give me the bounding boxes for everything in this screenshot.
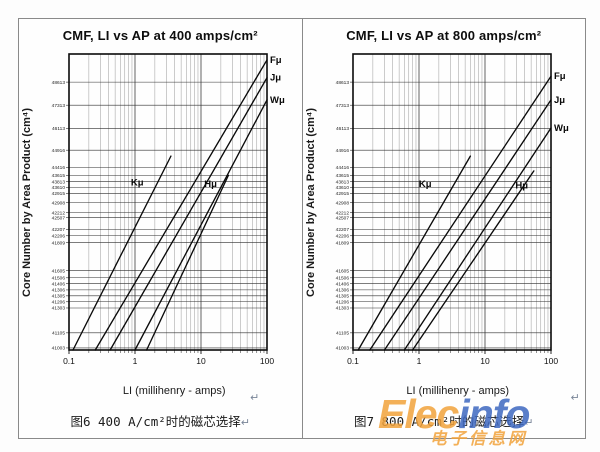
y-tick-label: 44916 xyxy=(335,148,349,154)
y-tick-label: 47313 xyxy=(52,103,66,109)
x-axis-ticks: 0.1 1 10 100 xyxy=(63,350,274,366)
paragraph-return-icon: ↵ xyxy=(524,416,533,429)
x-axis-label-800: LI (millihenry - amps) xyxy=(317,385,600,397)
y-tick-label: 41003 xyxy=(52,346,66,352)
y-tick-label: 41605 xyxy=(335,268,349,274)
y-tick-label: 43615 xyxy=(335,173,349,179)
y-tick-label: 41305 xyxy=(335,294,349,300)
y-tick-label: 41406 xyxy=(335,281,349,287)
x-axis-ticks: 0.1 1 10 100 xyxy=(347,350,558,366)
paragraph-return-icon: ↵ xyxy=(571,391,580,404)
y-tick-label: 41506 xyxy=(52,275,66,281)
y-tick-label: 41506 xyxy=(335,275,349,281)
x-axis-label-400: LI (millihenry - amps) xyxy=(33,385,316,397)
series-label-Wμ: Wμ xyxy=(270,95,285,106)
y-tick-label: 43813 xyxy=(52,179,66,185)
series-line-Hμ xyxy=(147,175,229,350)
y-tick-label: 46113 xyxy=(52,126,65,132)
y-tick-label: 44916 xyxy=(52,148,66,154)
y-tick-label: 41305 xyxy=(52,294,66,300)
series-label-Kμ: Kμ xyxy=(418,179,431,190)
y-tick-label: 42206 xyxy=(335,233,349,239)
x-tick-label: 100 xyxy=(260,356,274,366)
y-tick-label: 43615 xyxy=(52,173,66,179)
plot-border xyxy=(353,54,551,350)
document-frame: CMF, LI vs AP at 400 amps/cm² Core Numbe… xyxy=(18,18,586,439)
y-tick-label: 41306 xyxy=(335,288,349,294)
chart-panel-800: CMF, LI vs AP at 800 amps/cm² Core Numbe… xyxy=(302,19,586,438)
y-tick-label: 41003 xyxy=(335,346,349,352)
y-tick-label: 42207 xyxy=(52,227,66,233)
series-line-Wμ xyxy=(404,128,551,350)
y-tick-label: 41809 xyxy=(52,240,66,246)
y-axis-core-ticks: 48613 47313 46113 44916 44416 436154381343610… xyxy=(335,80,352,352)
x-tick-label: 1 xyxy=(416,356,421,366)
chart-panel-400: CMF, LI vs AP at 400 amps/cm² Core Numbe… xyxy=(19,19,302,438)
y-tick-label: 43610 xyxy=(52,185,66,191)
y-tick-label: 48613 xyxy=(52,80,66,86)
series-label-Kμ: Kμ xyxy=(131,178,144,189)
grid xyxy=(353,54,551,350)
y-axis-core-ticks: 48613 47313 46113 44916 44416 436154381343610… xyxy=(52,80,69,352)
series-label-Hμ: Hμ xyxy=(515,181,528,192)
x-tick-label: 0.1 xyxy=(63,356,75,366)
series-label-Fμ: Fμ xyxy=(270,55,282,66)
x-tick-label: 10 xyxy=(480,356,490,366)
series-line-Jμ xyxy=(110,78,267,350)
series-label-Hμ: Hμ xyxy=(204,179,217,190)
figure-caption-800: 图7 800 A/cm²时的磁芯选择↵ xyxy=(303,411,586,430)
y-tick-label: 43813 xyxy=(335,179,349,185)
y-tick-label: 41105 xyxy=(52,331,65,337)
y-tick-label: 44416 xyxy=(335,165,349,171)
y-tick-label: 42507 xyxy=(335,215,349,221)
y-tick-label: 42908 xyxy=(52,200,66,206)
series-line-Jμ xyxy=(384,100,551,350)
y-tick-label: 41406 xyxy=(52,281,66,287)
x-tick-label: 100 xyxy=(543,356,557,366)
y-tick-label: 41303 xyxy=(335,306,349,312)
series-line-Fμ xyxy=(369,76,550,350)
series-label-Jμ: Jμ xyxy=(554,95,565,106)
chart-plot-800: 48613 47313 46113 44916 44416 436154381343610… xyxy=(303,52,588,370)
y-tick-label: 46113 xyxy=(336,126,349,132)
chart-title-800: CMF, LI vs AP at 800 amps/cm² xyxy=(303,28,586,43)
y-tick-label: 42207 xyxy=(335,227,349,233)
figure-caption-text: 图7 800 A/cm²时的磁芯选择 xyxy=(354,414,524,429)
x-tick-label: 10 xyxy=(196,356,206,366)
y-tick-label: 41105 xyxy=(336,331,349,337)
y-tick-label: 41206 xyxy=(335,299,349,305)
paragraph-return-icon: ↵ xyxy=(241,416,250,429)
x-tick-label: 1 xyxy=(133,356,138,366)
y-tick-label: 44416 xyxy=(52,165,66,171)
y-tick-label: 41605 xyxy=(52,268,66,274)
y-tick-label: 41306 xyxy=(52,288,66,294)
series-label-Fμ: Fμ xyxy=(554,71,566,82)
y-tick-label: 42915 xyxy=(335,191,349,197)
series-label-Jμ: Jμ xyxy=(270,73,281,84)
figure-caption-text: 图6 400 A/cm²时的磁芯选择 xyxy=(70,414,240,429)
y-tick-label: 42206 xyxy=(52,233,66,239)
y-tick-label: 43610 xyxy=(335,185,349,191)
series-line-Hμ xyxy=(412,171,533,350)
y-tick-label: 41303 xyxy=(52,306,66,312)
figure-caption-400: 图6 400 A/cm²时的磁芯选择↵ xyxy=(19,411,302,430)
y-tick-label: 42915 xyxy=(52,191,66,197)
y-tick-label: 47313 xyxy=(335,103,349,109)
series-line-Kμ xyxy=(358,156,470,350)
series-line-Kμ xyxy=(73,156,171,350)
y-tick-label: 41206 xyxy=(52,299,66,305)
y-tick-label: 42507 xyxy=(52,215,66,221)
chart-plot-400: 48613 47313 46113 44916 44416 436154381343610… xyxy=(19,52,304,370)
series-label-Wμ: Wμ xyxy=(554,123,569,134)
y-tick-label: 42908 xyxy=(335,200,349,206)
y-tick-label: 48613 xyxy=(335,80,349,86)
y-tick-label: 41809 xyxy=(335,240,349,246)
x-tick-label: 0.1 xyxy=(347,356,359,366)
scanned-document-page: CMF, LI vs AP at 400 amps/cm² Core Numbe… xyxy=(0,0,600,452)
chart-title-400: CMF, LI vs AP at 400 amps/cm² xyxy=(19,28,302,43)
paragraph-return-icon: ↵ xyxy=(250,391,259,404)
